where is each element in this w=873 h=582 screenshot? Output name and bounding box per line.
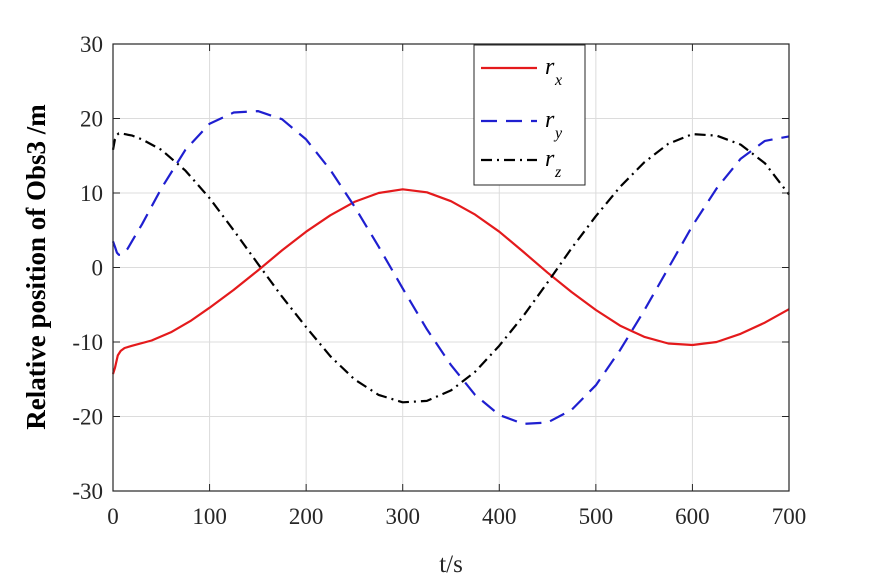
- x-tick-label: 400: [482, 504, 517, 529]
- x-axis-title: t/s: [439, 551, 463, 578]
- x-tick-label: 600: [675, 504, 710, 529]
- legend-subscript-y: y: [553, 125, 563, 142]
- y-tick-label: 30: [80, 32, 103, 57]
- y-tick-label: 10: [80, 181, 103, 206]
- y-tick-label: -20: [72, 405, 103, 430]
- x-tick-label: 700: [772, 504, 807, 529]
- y-axis-title: Relative position of Obs3 /m: [21, 104, 51, 430]
- x-tick-label: 0: [107, 504, 119, 529]
- legend-subscript-x: x: [554, 72, 562, 89]
- grid: [113, 44, 789, 491]
- y-tick-label: 20: [80, 107, 103, 132]
- legend-label-rx: r: [545, 54, 555, 80]
- x-tick-label: 100: [192, 504, 227, 529]
- y-tick-label: 0: [92, 256, 104, 281]
- legend-box: [473, 44, 586, 186]
- series-line-rz: [111, 132, 790, 404]
- y-tick-label: -30: [72, 479, 103, 504]
- x-tick-label: 300: [385, 504, 420, 529]
- legend-label-ry: r: [545, 107, 555, 133]
- series-line-ry: [111, 109, 790, 425]
- series-layer: [111, 109, 790, 425]
- y-tick-label: -10: [72, 330, 103, 355]
- x-tick-label: 200: [289, 504, 324, 529]
- legend-label-rz: r: [545, 146, 555, 172]
- legend-subscript-z: z: [554, 164, 562, 181]
- series-line-rx: [111, 188, 790, 375]
- x-tick-label: 500: [579, 504, 614, 529]
